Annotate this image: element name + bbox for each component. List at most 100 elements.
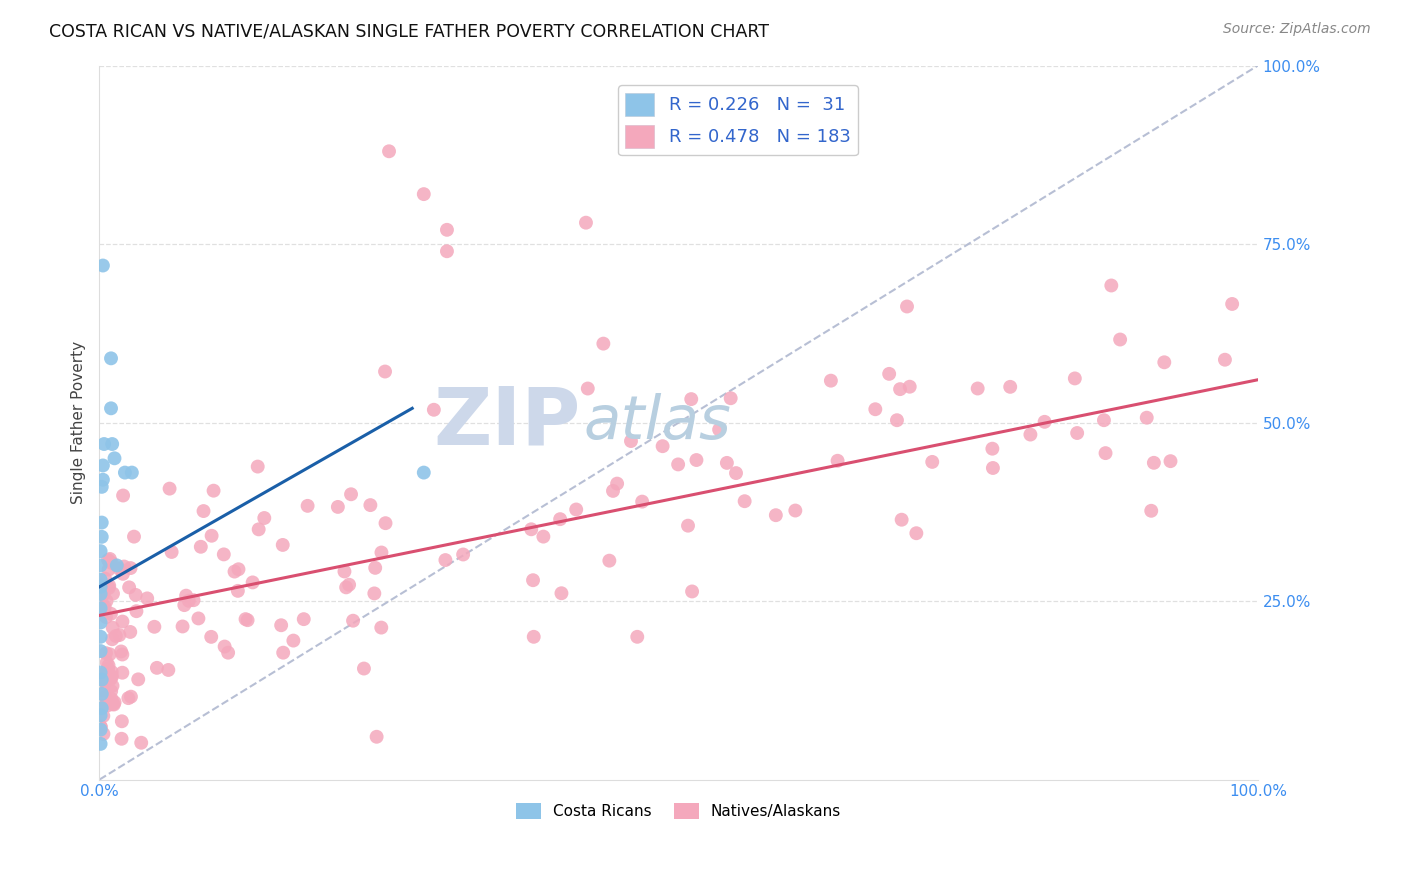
Point [1136, 410, 1159, 425]
Legend: Costa Ricans, Natives/Alaskans: Costa Ricans, Natives/Alaskans [510, 797, 848, 825]
Point [104, 629, 127, 643]
Point [90, 530, 112, 544]
Point [91, 458, 114, 473]
Point [681, 584, 703, 599]
Point [214, 640, 236, 654]
Point [217, 646, 239, 660]
Point [98, 647, 121, 661]
Point [143, 620, 166, 634]
Point [436, 244, 458, 259]
Point [676, 518, 699, 533]
Point [90, 615, 112, 630]
Point [90, 578, 112, 592]
Point [91, 683, 114, 698]
Point [190, 540, 212, 554]
Point [337, 578, 360, 592]
Point [122, 530, 145, 544]
Point [103, 698, 125, 712]
Point [125, 604, 148, 618]
Point [93, 603, 115, 617]
Point [111, 714, 134, 729]
Point [335, 580, 357, 594]
Point [101, 665, 124, 679]
Point [111, 665, 134, 680]
Point [93, 437, 115, 451]
Point [877, 367, 900, 381]
Point [94, 572, 117, 586]
Point [193, 504, 215, 518]
Point [353, 661, 375, 675]
Point [666, 458, 689, 472]
Point [93, 607, 115, 621]
Point [173, 598, 195, 612]
Point [91, 709, 114, 723]
Point [364, 561, 387, 575]
Point [890, 513, 912, 527]
Point [620, 434, 643, 448]
Point [90, 558, 112, 573]
Point [224, 565, 246, 579]
Point [111, 566, 134, 581]
Point [103, 451, 125, 466]
Point [1140, 504, 1163, 518]
Point [631, 494, 654, 508]
Point [105, 558, 128, 573]
Point [720, 391, 742, 405]
Point [378, 145, 401, 159]
Point [90, 573, 112, 587]
Point [253, 511, 276, 525]
Point [283, 633, 305, 648]
Point [89, 719, 111, 733]
Point [707, 423, 730, 437]
Point [785, 503, 807, 517]
Point [98, 555, 121, 569]
Point [242, 575, 264, 590]
Point [100, 401, 122, 416]
Point [94, 610, 117, 624]
Point [606, 476, 628, 491]
Point [342, 614, 364, 628]
Point [1063, 371, 1085, 385]
Point [91, 473, 114, 487]
Point [363, 586, 385, 600]
Text: Source: ZipAtlas.com: Source: ZipAtlas.com [1223, 22, 1371, 37]
Point [716, 456, 738, 470]
Point [111, 615, 134, 629]
Point [90, 587, 112, 601]
Point [110, 731, 132, 746]
Point [359, 498, 381, 512]
Point [765, 508, 787, 523]
Point [212, 548, 235, 562]
Point [101, 697, 124, 711]
Point [117, 691, 139, 706]
Point [172, 619, 194, 633]
Point [1092, 413, 1115, 427]
Point [97, 553, 120, 567]
Point [966, 382, 988, 396]
Point [247, 522, 270, 536]
Point [187, 611, 209, 625]
Point [1143, 456, 1166, 470]
Point [96, 656, 118, 670]
Point [592, 336, 614, 351]
Point [1033, 415, 1056, 429]
Point [93, 666, 115, 681]
Point [97, 662, 120, 676]
Point [114, 466, 136, 480]
Point [236, 613, 259, 627]
Point [118, 580, 141, 594]
Point [101, 586, 124, 600]
Point [90, 673, 112, 687]
Point [90, 723, 112, 737]
Point [97, 658, 120, 673]
Point [97, 581, 120, 595]
Point [548, 512, 571, 526]
Point [174, 589, 197, 603]
Point [423, 402, 446, 417]
Point [94, 646, 117, 660]
Point [228, 562, 250, 576]
Point [100, 672, 122, 686]
Point [412, 187, 434, 202]
Point [90, 737, 112, 751]
Point [523, 630, 546, 644]
